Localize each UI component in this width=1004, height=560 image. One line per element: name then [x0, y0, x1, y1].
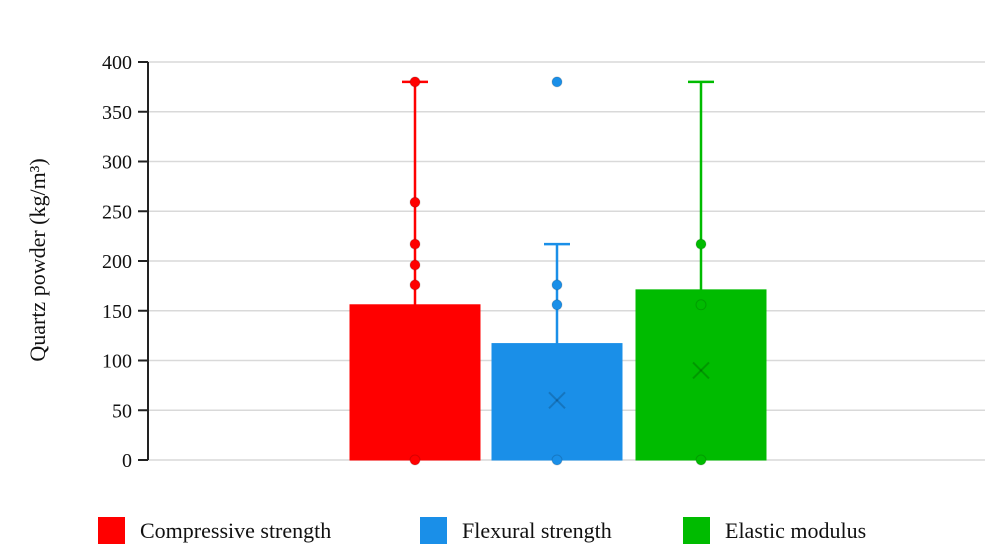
- data-point: [409, 76, 421, 88]
- mean-marker: [692, 361, 710, 380]
- data-point: [409, 238, 421, 250]
- legend-swatch: [683, 517, 710, 544]
- legend-swatch: [98, 517, 125, 544]
- data-point: [695, 299, 707, 311]
- data-point: [409, 259, 421, 271]
- legend-swatch: [420, 517, 447, 544]
- data-point: [551, 299, 563, 311]
- mean-marker: [692, 361, 710, 380]
- mean-marker: [548, 391, 566, 410]
- legend-label: Flexural strength: [462, 518, 612, 543]
- series-compressive-strength: [349, 76, 481, 466]
- gridlines: [148, 61, 985, 461]
- y-tick-label: 150: [102, 301, 132, 323]
- bar: [635, 289, 767, 461]
- data-point: [409, 196, 421, 208]
- mean-marker: [548, 391, 566, 410]
- y-tick-label: 0: [122, 450, 132, 472]
- y-tick-label: 400: [102, 52, 132, 74]
- legend: Compressive strength Flexural strength Ela…: [98, 517, 866, 544]
- y-axis: 0 50 100 150 200 250 300 350 400: [102, 52, 149, 472]
- data-point: [551, 76, 563, 88]
- data-point: [409, 454, 421, 466]
- y-tick-label: 300: [102, 152, 132, 174]
- bar: [349, 304, 481, 461]
- y-tick-label: 200: [102, 251, 132, 273]
- data-point: [409, 279, 421, 291]
- legend-label: Elastic modulus: [725, 518, 866, 543]
- y-tick-label: 350: [102, 102, 132, 124]
- y-axis-title: Quartz powder (kg/m³): [25, 158, 50, 361]
- bars: [349, 76, 767, 466]
- data-point: [695, 454, 707, 466]
- y-tick-label: 250: [102, 201, 132, 223]
- data-point: [695, 238, 707, 250]
- y-tick-label: 100: [102, 351, 132, 373]
- bar: [491, 343, 623, 461]
- series-flexural-strength: [491, 76, 623, 466]
- series-elastic-modulus: [635, 80, 767, 466]
- data-point: [551, 279, 563, 291]
- y-tick-label: 50: [112, 400, 132, 422]
- data-point: [551, 454, 563, 466]
- legend-label: Compressive strength: [140, 518, 331, 543]
